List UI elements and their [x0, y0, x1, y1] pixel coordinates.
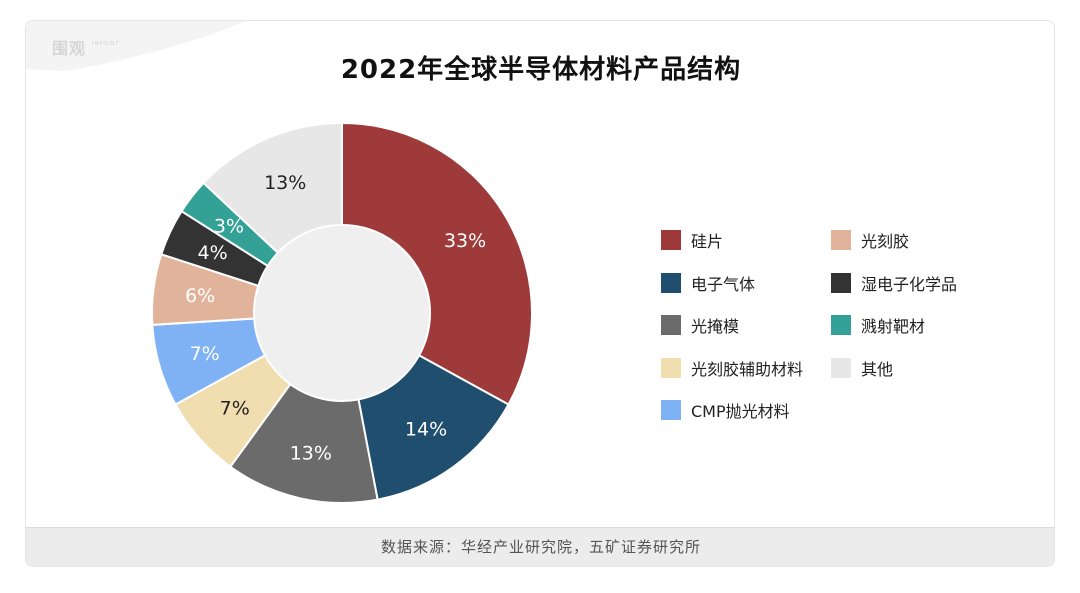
- legend-swatch: [661, 400, 681, 420]
- legend-swatch: [661, 357, 681, 378]
- slice-硅片: [341, 121, 533, 406]
- slice-label-电子气体: 14%: [405, 419, 447, 441]
- source-note: 数据来源：华经产业研究院，五矿证券研究所: [26, 527, 1054, 566]
- legend-swatch: [661, 230, 681, 250]
- legend-item: 湿电子化学品: [831, 272, 957, 294]
- legend-swatch: [831, 230, 851, 250]
- legend-item: 光掩模: [661, 314, 739, 336]
- legend-item: 溅射靶材: [831, 314, 925, 336]
- legend-item: 光刻胶: [831, 229, 909, 251]
- legend-label: CMP抛光材料: [691, 402, 790, 421]
- legend-swatch: [661, 272, 681, 293]
- donut-chart: 33% 14% 13% 7% 7% 6% 4% 3% 13%: [151, 121, 533, 504]
- legend-swatch: [831, 272, 851, 293]
- chart-card: 围观 INPOINT 2022年全球半导体材料产品结构 33% 14% 13% 7% 7…: [25, 20, 1055, 567]
- legend-label: 硅片: [691, 232, 724, 251]
- slice-电子气体: [357, 354, 510, 501]
- legend-item: 硅片: [661, 229, 723, 251]
- legend-swatch: [831, 357, 851, 378]
- legend-label: 电子气体: [691, 274, 756, 294]
- slice-label-硅片: 33%: [444, 230, 486, 252]
- watermark-shape: [26, 21, 246, 71]
- legend-swatch: [661, 315, 681, 335]
- legend-label: 其他: [861, 359, 894, 379]
- watermark-logo: 围观 INPOINT: [26, 21, 256, 81]
- legend-label: 光刻胶辅助材料: [691, 359, 804, 379]
- slice-label-光刻胶辅助材料: 7%: [220, 398, 250, 420]
- legend-item: 光刻胶辅助材料: [661, 357, 803, 379]
- watermark-subtext: INPOINT: [92, 41, 120, 47]
- slice-label-光掩模: 13%: [290, 443, 332, 465]
- watermark-text: 围观: [52, 39, 87, 58]
- slice-其他: [202, 121, 343, 255]
- slice-label-湿电子化学品: 4%: [198, 242, 228, 264]
- legend-swatch: [831, 315, 851, 335]
- slice-label-溅射靶材: 3%: [214, 215, 244, 237]
- legend-label: 溅射靶材: [861, 317, 926, 336]
- legend-item: CMP抛光材料: [661, 399, 790, 421]
- legend-item: 电子气体: [661, 272, 755, 294]
- legend-label: 光刻胶: [861, 232, 910, 251]
- slice-label-其他: 13%: [264, 172, 306, 194]
- legend-label: 光掩模: [691, 317, 740, 336]
- donut-hole: [255, 226, 429, 400]
- legend-label: 湿电子化学品: [861, 274, 958, 294]
- chart-title: 2022年全球半导体材料产品结构: [340, 55, 742, 85]
- slice-label-光刻胶: 6%: [185, 285, 215, 307]
- slice-label-CMP抛光材料: 7%: [190, 343, 220, 365]
- legend-item: 其他: [831, 357, 893, 379]
